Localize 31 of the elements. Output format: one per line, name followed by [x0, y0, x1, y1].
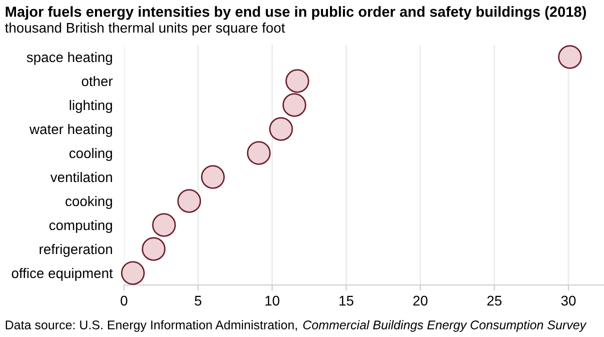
y-tick-label: cooling	[69, 148, 112, 161]
y-tick-label: water heating	[29, 124, 112, 137]
chart-subtitle: thousand British thermal units per square foot	[5, 22, 285, 36]
y-tick-label: space heating	[26, 52, 112, 65]
point	[152, 213, 176, 237]
point	[282, 93, 306, 117]
x-tick-label: 30	[561, 296, 576, 306]
y-tick-label: office equipment	[12, 268, 113, 281]
point	[142, 237, 166, 261]
source-note: Data source: U.S. Energy Information Administration,	[6, 320, 297, 332]
point	[558, 45, 582, 69]
y-tick-label: lighting	[70, 100, 112, 113]
y-tick-label: computing	[49, 220, 112, 233]
x-tick-label: 5	[194, 296, 202, 306]
point	[120, 261, 145, 285]
x-tick-label: 10	[265, 296, 280, 306]
point	[246, 141, 271, 165]
point	[177, 189, 202, 213]
point	[285, 69, 310, 93]
chart-title: Major fuels energy intensities by end use in public order and safety buildings (2018)	[6, 6, 586, 20]
y-tick-label: other	[82, 76, 113, 86]
point	[200, 165, 225, 189]
x-tick-label: 25	[487, 296, 502, 306]
x-tick-label: 15	[340, 296, 354, 306]
text: Commercial Buildings Energy Consumption Survey	[303, 320, 587, 332]
point	[269, 117, 293, 141]
y-tick-label: ventilation	[50, 172, 112, 182]
y-tick-label: refrigeration	[40, 244, 112, 257]
y-tick-label: cooking	[66, 196, 112, 209]
x-tick-label: 0	[120, 296, 128, 306]
x-tick-label: 20	[413, 296, 428, 306]
